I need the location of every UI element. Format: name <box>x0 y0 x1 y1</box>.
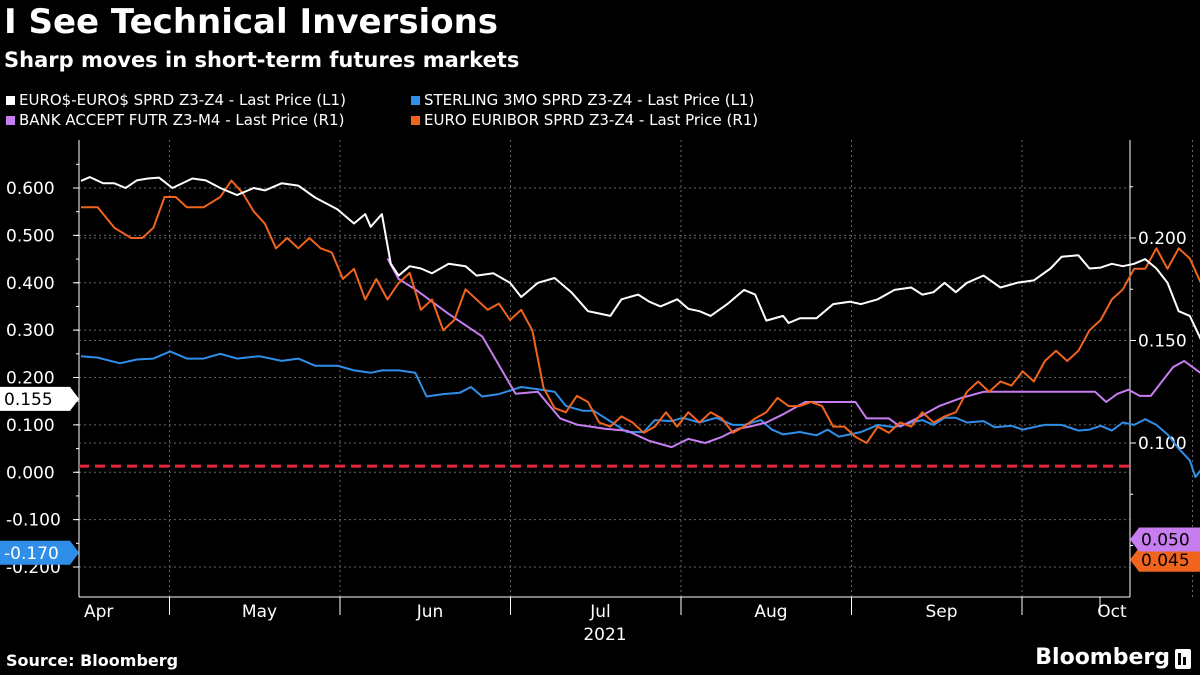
legend-label-sterling: STERLING 3MO SPRD Z3-Z4 - Last Price (L1… <box>424 91 755 109</box>
chart-subtitle: Sharp moves in short-term futures market… <box>4 48 520 72</box>
x-tick-label: Oct <box>1097 602 1127 622</box>
eurodollar-last-tag-label: 0.155 <box>4 390 53 410</box>
x-tick-label: Jul <box>589 602 611 622</box>
right-tick-label: 0.200 <box>1138 229 1187 249</box>
legend-swatch-euribor <box>411 115 420 125</box>
left-tick-label: 0.600 <box>6 179 55 199</box>
left-tick-label: 0.000 <box>6 463 55 483</box>
x-tick-label: Sep <box>925 602 957 622</box>
bank-accept-last-tag <box>1130 527 1200 552</box>
legend-label-euribor: EURO EURIBOR SPRD Z3-Z4 - Last Price (R1… <box>424 111 759 129</box>
legend-item-euribor: EURO EURIBOR SPRD Z3-Z4 - Last Price (R1… <box>411 111 758 129</box>
euribor-last-tag-label: 0.045 <box>1141 551 1190 571</box>
bloomberg-logo: Bloomberg <box>1035 645 1170 670</box>
legend-label-bank-accept: BANK ACCEPT FUTR Z3-M4 - Last Price (R1) <box>19 111 345 129</box>
bank-accept-last-tag-label: 0.050 <box>1141 531 1190 551</box>
sterling-last-tag-label: -0.170 <box>4 544 59 564</box>
x-axis-label: 2021 <box>583 625 626 645</box>
x-tick-label: Jun <box>416 602 444 622</box>
legend-swatch-eurodollar <box>6 95 15 105</box>
left-tick-label: 0.200 <box>6 369 55 389</box>
bloomberg-terminal-icon <box>1175 649 1191 669</box>
series-bank-accept-line <box>386 258 1200 449</box>
left-tick-label: 0.100 <box>6 416 55 436</box>
legend-swatch-bank-accept <box>6 115 15 125</box>
x-tick-label: Apr <box>84 602 113 622</box>
left-tick-label: 0.400 <box>6 274 55 294</box>
right-tick-label: 0.100 <box>1138 434 1187 454</box>
legend-item-eurodollar: EURO$-EURO$ SPRD Z3-Z4 - Last Price (L1) <box>6 91 346 109</box>
legend-item-bank-accept: BANK ACCEPT FUTR Z3-M4 - Last Price (R1) <box>6 111 344 129</box>
series-eurodollar-line <box>80 176 1200 340</box>
eurodollar-last-tag <box>0 386 79 411</box>
left-tick-label: 0.500 <box>6 226 55 246</box>
legend-label-eurodollar: EURO$-EURO$ SPRD Z3-Z4 - Last Price (L1) <box>19 91 346 109</box>
source-note: Source: Bloomberg <box>6 651 179 670</box>
right-tick-label: 0.150 <box>1138 332 1187 352</box>
x-tick-label: Aug <box>754 602 787 622</box>
euribor-last-tag <box>1130 547 1200 572</box>
chart-title: I See Technical Inversions <box>4 2 499 42</box>
legend-item-sterling: STERLING 3MO SPRD Z3-Z4 - Last Price (L1… <box>411 91 754 109</box>
left-tick-label: 0.300 <box>6 321 55 341</box>
sterling-last-tag <box>0 540 79 565</box>
series-euribor-line <box>81 179 1200 444</box>
series-sterling-line <box>80 350 1200 478</box>
legend-swatch-sterling <box>411 95 420 105</box>
left-tick-label: -0.100 <box>6 511 61 531</box>
x-tick-label: May <box>242 602 277 622</box>
